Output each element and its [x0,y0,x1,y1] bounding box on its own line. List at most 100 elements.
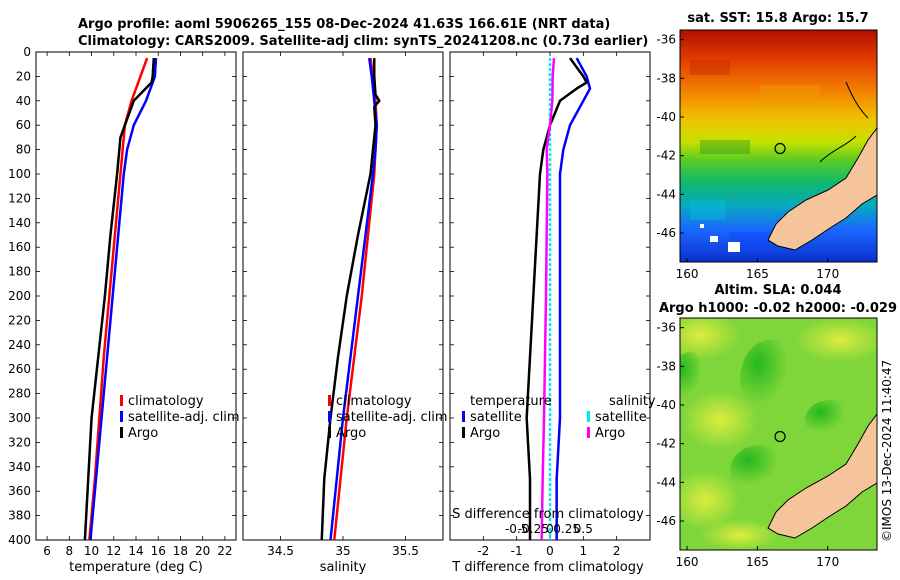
legend-swatch-climatology [328,395,331,406]
x-tick-label: -1 [511,544,523,558]
series-line-salinity-argo [540,58,556,541]
depth-tick-label: 60 [16,118,31,132]
map-y-tick-label: -38 [656,359,676,373]
depth-tick-label: 40 [16,94,31,108]
legend-title-salinity: salinity [609,394,656,409]
depth-tick-label: 220 [8,313,31,327]
x-tick-label: -2 [477,544,489,558]
legend-climatology: climatology [336,394,412,409]
sla-map: Altim. SLA: 0.044 Argo h1000: -0.02 h200… [656,283,897,569]
x-tick-label: 0 [546,544,554,558]
map-y-tick-label: -42 [656,149,676,163]
series-line-temperature-argo [525,57,588,540]
sla-map-title-line2: Argo h1000: -0.02 h2000: -0.029 [659,301,897,316]
sla-map-frame [679,317,878,551]
imos-timestamp: ©IMOS 13-Dec-2024 11:40:47 [880,360,894,542]
sst-missing-data [728,242,740,252]
x-tick-label: 12 [106,544,121,558]
temperature-axes [35,51,237,541]
depth-tick-label: 80 [16,143,31,157]
salinity-diff-tick-label: -0.5 [505,522,528,536]
sst-map: sat. SST: 15.8 Argo: 15.7 160 165 170 -36 -3… [656,11,878,281]
sst-contour [845,81,869,119]
x-tick-label: 22 [217,544,232,558]
depth-tick-label: 400 [8,533,31,547]
depth-tick-label: 260 [8,362,31,376]
x-tick-label: 34.5 [267,544,294,558]
sst-contour [819,135,857,163]
salinity-diff-tick-label: 0.25 [553,522,580,536]
salinity-panel: 34.5 35 35.5 salinity climatology satellit… [242,51,448,575]
map-y-tick-label: -36 [656,33,676,47]
difference-panel: -2 -1 0 1 2 S difference from climatology -0… [449,51,656,575]
legend-satellite: satellite-adj. clim [128,410,240,425]
legend-swatch-satellite [328,411,331,422]
figure-title-line1: Argo profile: aoml 5906265_155 08-Dec-20… [78,17,610,32]
x-tick-label: 35.5 [392,544,419,558]
legend-satellite: satellite-adj. clim [336,410,448,425]
map-y-tick-label: -46 [656,514,676,528]
legend-swatch-satellite [120,411,123,422]
sst-map-title: sat. SST: 15.8 Argo: 15.7 [687,11,868,26]
legend-title-temperature: temperature [470,394,552,409]
x-tick-label: 14 [128,544,143,558]
sst-argo-location-marker [774,142,786,155]
temperature-difference-xlabel: T difference from climatology [451,560,644,575]
depth-tick-label: 180 [8,265,31,279]
map-y-tick-label: -44 [656,187,676,201]
legend-sal-argo: Argo [595,426,625,441]
map-x-tick-label: 160 [676,555,699,569]
legend-swatch-climatology [120,395,123,406]
map-y-tick-label: -40 [656,398,676,412]
x-tick-label: 1 [580,544,588,558]
figure-title-line2: Climatology: CARS2009. Satellite-adj cli… [78,34,648,49]
sla-map-title-line1: Altim. SLA: 0.044 [715,283,842,298]
legend-argo: Argo [128,426,158,441]
salinity-diff-tick-label: 0 [546,522,554,536]
salinity-diff-tick-label: -0.25 [518,522,549,536]
difference-legend: temperature salinity satellite Argo sate… [462,394,656,441]
series-line-argo [320,58,381,541]
sla-argo-location-marker [774,430,786,443]
salinity-diff-tick-label: 0.5 [574,522,593,536]
legend-swatch-argo [120,427,123,438]
depth-tick-label: 280 [8,387,31,401]
temperature-panel: 0 20 40 60 80 100 120 140 160 180 200 220 240 260 280 3… [8,45,240,575]
map-y-tick-label: -46 [656,226,676,240]
x-tick-label: 35 [335,544,350,558]
depth-tick-label: 20 [16,69,31,83]
map-x-tick-label: 170 [816,267,839,281]
temperature-xlabel: temperature (deg C) [69,560,203,575]
map-x-tick-label: 160 [676,267,699,281]
legend-swatch-temp-argo [462,427,465,438]
salinity-difference-xlabel: S difference from climatology [452,507,644,522]
map-y-tick-label: -38 [656,71,676,85]
legend-argo: Argo [336,426,366,441]
legend-temp-satellite: satellite [470,410,522,425]
salinity-legend: climatology satellite-adj. clim Argo [328,394,448,441]
series-line-temperature-satellite [555,57,592,540]
x-tick-label: 10 [84,544,99,558]
map-x-tick-label: 170 [816,555,839,569]
series-line-argo [83,58,156,541]
x-tick-label: 6 [43,544,51,558]
legend-sal-satellite: satellite [595,410,647,425]
legend-swatch-argo [328,427,331,438]
legend-swatch-temp-satellite [462,411,465,422]
legend-swatch-sal-argo [587,427,590,438]
depth-tick-label: 360 [8,484,31,498]
map-y-tick-label: -42 [656,437,676,451]
series-line-satellite-adj-clim [89,58,158,541]
series-line-satellite-adj-clim [329,57,378,541]
legend-swatch-sal-satellite [587,411,590,422]
map-y-tick-label: -36 [656,321,676,335]
map-y-tick-label: -44 [656,475,676,489]
sst-missing-data [700,224,704,228]
series-line-climatology [88,57,149,541]
depth-tick-label: 100 [8,167,31,181]
legend-climatology: climatology [128,394,204,409]
depth-tick-label: 340 [8,460,31,474]
sst-land-new-zealand [767,127,877,251]
x-tick-label: 2 [613,544,621,558]
